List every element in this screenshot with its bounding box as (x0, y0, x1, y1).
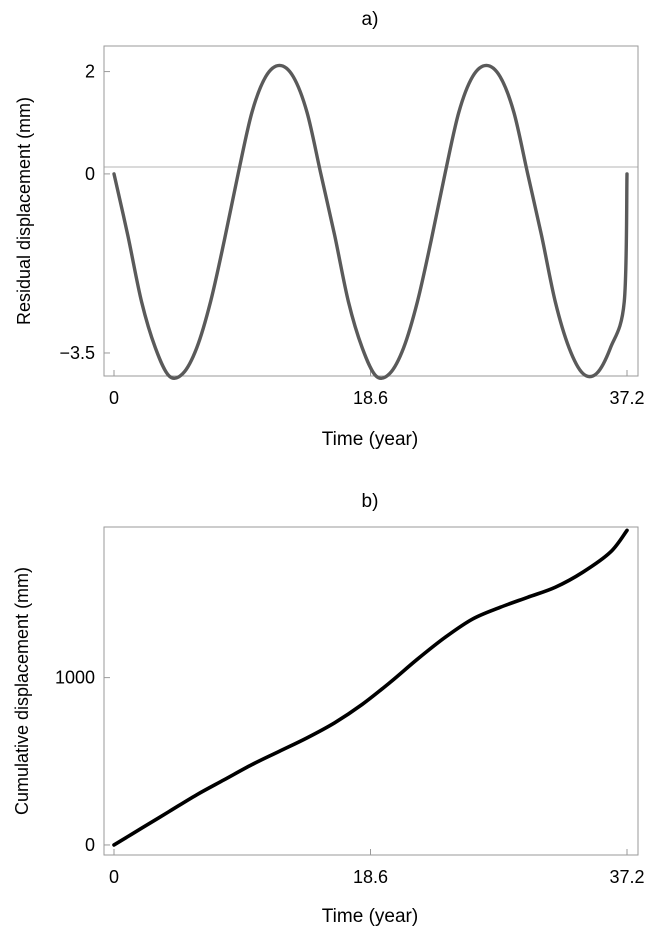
panel-a-x-tick-label: 37.2 (609, 388, 644, 408)
panel-b-y-axis-label: Cumulative displacement (mm) (12, 567, 32, 815)
panel-b-y-tick-label: 0 (85, 835, 95, 855)
panel-a-y-tick-label: 0 (85, 164, 95, 184)
panel-a-y-tick-label: −3.5 (59, 343, 95, 363)
panel-b: b) 0 18.6 37.2 0 1000 Time (year) Cumulative… (12, 491, 645, 927)
panel-a: a) 0 18.6 37.2 2 0 −3.5 Time (year) Residual … (14, 9, 645, 450)
panel-b-series-line (112, 528, 629, 847)
panel-a-ticks: 0 18.6 37.2 2 0 −3.5 (59, 62, 644, 408)
panel-a-title: a) (362, 9, 379, 30)
panel-a-plot-frame (103, 45, 639, 377)
panel-a-x-axis-label: Time (year) (322, 429, 418, 450)
panel-b-plot-frame (103, 526, 639, 856)
panel-b-x-tick-label: 0 (109, 867, 119, 887)
panel-a-x-tick-label: 18.6 (353, 388, 388, 408)
panel-b-ticks: 0 18.6 37.2 0 1000 (55, 668, 645, 887)
panel-b-x-tick-label: 18.6 (353, 867, 388, 887)
panel-a-x-tick-label: 0 (109, 388, 119, 408)
panel-a-y-tick-label: 2 (85, 62, 95, 82)
panel-a-series-line (112, 63, 629, 380)
panel-b-x-axis-label: Time (year) (322, 906, 418, 927)
panel-b-x-tick-label: 37.2 (609, 867, 644, 887)
panel-b-y-tick-label: 1000 (55, 668, 95, 688)
panel-a-y-axis-label: Residual displacement (mm) (14, 97, 34, 325)
panel-b-title: b) (362, 491, 379, 512)
